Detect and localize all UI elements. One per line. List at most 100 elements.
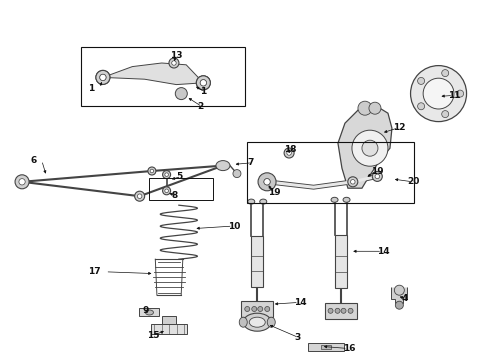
Ellipse shape [260, 199, 267, 204]
Circle shape [362, 140, 378, 156]
Circle shape [163, 187, 171, 195]
Circle shape [100, 74, 106, 81]
Circle shape [15, 175, 29, 189]
Text: 13: 13 [171, 51, 183, 60]
Circle shape [369, 102, 381, 114]
Text: 7: 7 [247, 158, 254, 167]
Circle shape [328, 308, 333, 313]
Circle shape [245, 306, 250, 311]
Circle shape [150, 169, 154, 173]
Circle shape [163, 171, 171, 179]
Ellipse shape [331, 197, 338, 202]
Circle shape [19, 179, 25, 185]
Bar [140, 309, 159, 316]
Circle shape [252, 306, 257, 311]
Circle shape [258, 306, 263, 311]
Ellipse shape [146, 310, 153, 315]
Circle shape [96, 71, 110, 84]
Circle shape [350, 180, 355, 184]
Circle shape [395, 301, 403, 309]
Text: 1: 1 [88, 84, 95, 93]
Circle shape [348, 308, 353, 313]
Text: 10: 10 [228, 222, 240, 231]
Circle shape [260, 175, 274, 189]
Circle shape [165, 189, 169, 193]
Bar [247, 142, 414, 203]
Circle shape [264, 179, 270, 185]
Text: 19: 19 [269, 189, 281, 198]
Text: 11: 11 [448, 91, 461, 100]
Circle shape [165, 173, 169, 176]
Circle shape [175, 87, 187, 100]
Ellipse shape [239, 317, 247, 327]
Circle shape [96, 71, 110, 84]
Circle shape [411, 66, 466, 122]
Bar [321, 345, 331, 350]
Bar [81, 47, 245, 106]
Text: 9: 9 [142, 306, 148, 315]
Text: 12: 12 [393, 123, 406, 132]
Circle shape [264, 179, 270, 185]
Circle shape [375, 174, 380, 179]
Text: 1: 1 [200, 87, 206, 96]
Bar [335, 235, 346, 288]
Text: 4: 4 [402, 294, 408, 303]
Polygon shape [103, 63, 203, 85]
Circle shape [335, 308, 340, 313]
Circle shape [137, 194, 142, 198]
Bar [251, 236, 263, 287]
Text: 8: 8 [172, 191, 178, 200]
Circle shape [172, 61, 176, 65]
Circle shape [287, 151, 292, 155]
Circle shape [441, 69, 449, 77]
Polygon shape [392, 287, 407, 303]
Bar [149, 178, 213, 200]
Ellipse shape [216, 161, 230, 171]
Circle shape [200, 80, 206, 86]
Circle shape [135, 191, 145, 201]
Text: 15: 15 [147, 332, 160, 341]
Circle shape [358, 101, 372, 115]
Circle shape [394, 285, 404, 295]
Text: 20: 20 [408, 177, 420, 186]
Text: 14: 14 [377, 247, 390, 256]
Text: 6: 6 [30, 156, 37, 165]
Circle shape [169, 58, 179, 68]
Circle shape [341, 308, 346, 313]
Bar [308, 343, 344, 351]
Bar [162, 316, 176, 324]
Text: 2: 2 [197, 102, 204, 112]
Polygon shape [338, 105, 392, 188]
Circle shape [417, 103, 425, 110]
Text: 19: 19 [371, 166, 384, 176]
Text: 16: 16 [343, 344, 356, 353]
Circle shape [423, 78, 454, 109]
Bar [241, 301, 273, 317]
Circle shape [196, 76, 210, 90]
Circle shape [200, 80, 206, 86]
Circle shape [417, 77, 425, 85]
Text: 3: 3 [294, 333, 300, 342]
Ellipse shape [248, 199, 255, 204]
Bar [151, 324, 187, 334]
Circle shape [100, 74, 106, 81]
Circle shape [352, 130, 388, 166]
Circle shape [372, 171, 382, 181]
Circle shape [348, 177, 358, 187]
Circle shape [441, 111, 449, 118]
Circle shape [260, 175, 274, 189]
Circle shape [284, 148, 294, 158]
Circle shape [265, 306, 270, 311]
Circle shape [233, 170, 241, 177]
Ellipse shape [249, 317, 265, 327]
Circle shape [457, 90, 464, 97]
Circle shape [258, 173, 276, 191]
Text: 14: 14 [294, 298, 307, 307]
Text: 5: 5 [176, 172, 183, 181]
Text: 18: 18 [284, 145, 297, 154]
Ellipse shape [343, 197, 350, 202]
Text: 17: 17 [88, 267, 100, 276]
Ellipse shape [267, 317, 275, 327]
Circle shape [196, 76, 210, 90]
Ellipse shape [243, 313, 271, 331]
